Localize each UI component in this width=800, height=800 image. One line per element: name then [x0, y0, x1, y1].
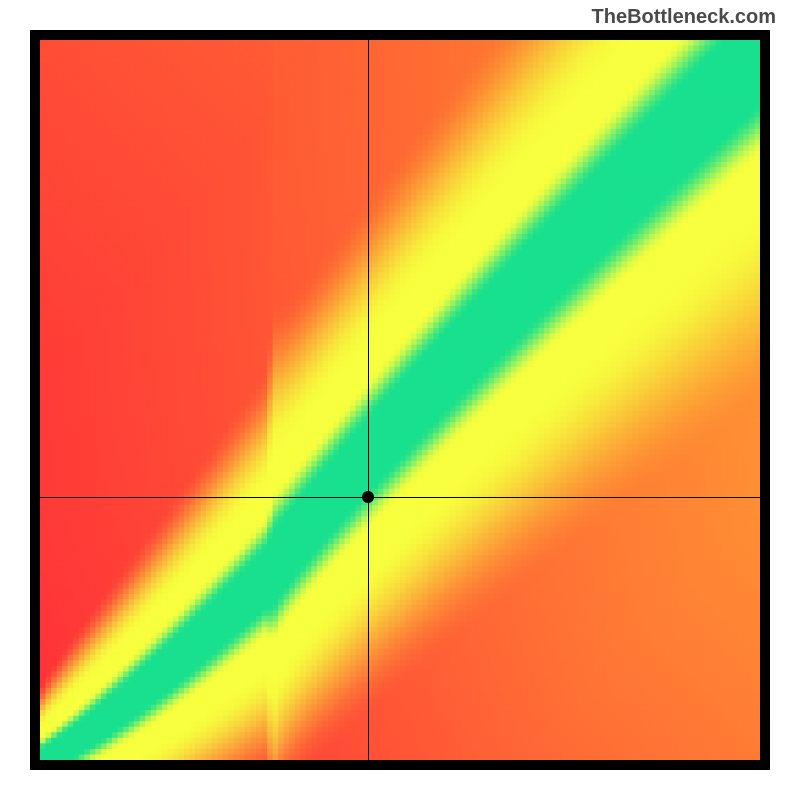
chart-frame	[30, 30, 770, 770]
watermark-text: TheBottleneck.com	[592, 6, 776, 29]
crosshair-vertical	[368, 40, 369, 760]
heatmap-canvas	[40, 40, 760, 760]
marker-dot	[362, 491, 374, 503]
crosshair-horizontal	[40, 497, 760, 498]
plot-area	[40, 40, 760, 760]
